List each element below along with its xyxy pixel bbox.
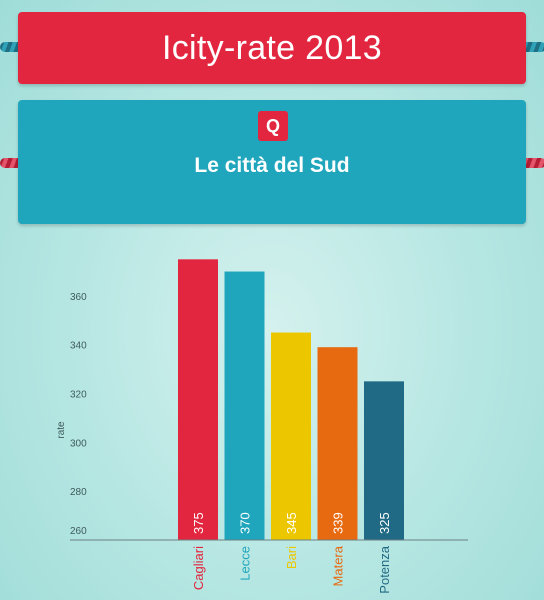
bar-lecce bbox=[224, 271, 265, 540]
bar-value-label: 339 bbox=[331, 512, 346, 534]
y-tick-label: 360 bbox=[70, 292, 87, 303]
y-axis-label: rate bbox=[56, 421, 67, 439]
x-category-label: Cagliari bbox=[191, 546, 206, 590]
q-logo-badge: Q bbox=[258, 111, 288, 141]
y-tick-label: 260 bbox=[70, 526, 87, 537]
bar-potenza bbox=[364, 381, 404, 540]
bar-chart: 260 280 300 320 340 360 rate 375 Cagliari 370 Lecc… bbox=[56, 259, 468, 594]
x-category-label: Potenza bbox=[377, 545, 392, 593]
y-tick-label: 300 bbox=[70, 438, 87, 449]
bar-value-label: 345 bbox=[284, 512, 299, 534]
bar-value-label: 370 bbox=[238, 512, 253, 534]
page-title: Icity-rate 2013 bbox=[162, 28, 382, 67]
page-subtitle: Le città del Sud bbox=[194, 154, 350, 177]
bar-cagliari bbox=[178, 259, 218, 540]
y-tick-label: 280 bbox=[70, 487, 87, 498]
x-category-label: Bari bbox=[284, 546, 299, 569]
y-tick-label: 340 bbox=[70, 341, 87, 352]
bar-bari bbox=[271, 332, 311, 540]
bar-matera bbox=[317, 347, 358, 540]
y-tick-label: 320 bbox=[70, 390, 87, 401]
x-category-label: Lecce bbox=[238, 546, 253, 581]
title-banner: Icity-rate 2013 bbox=[18, 12, 526, 84]
subtitle-banner: Q Le città del Sud bbox=[18, 100, 526, 224]
bar-value-label: 325 bbox=[377, 512, 392, 534]
x-category-label: Matera bbox=[331, 545, 346, 586]
bar-value-label: 375 bbox=[191, 512, 206, 534]
